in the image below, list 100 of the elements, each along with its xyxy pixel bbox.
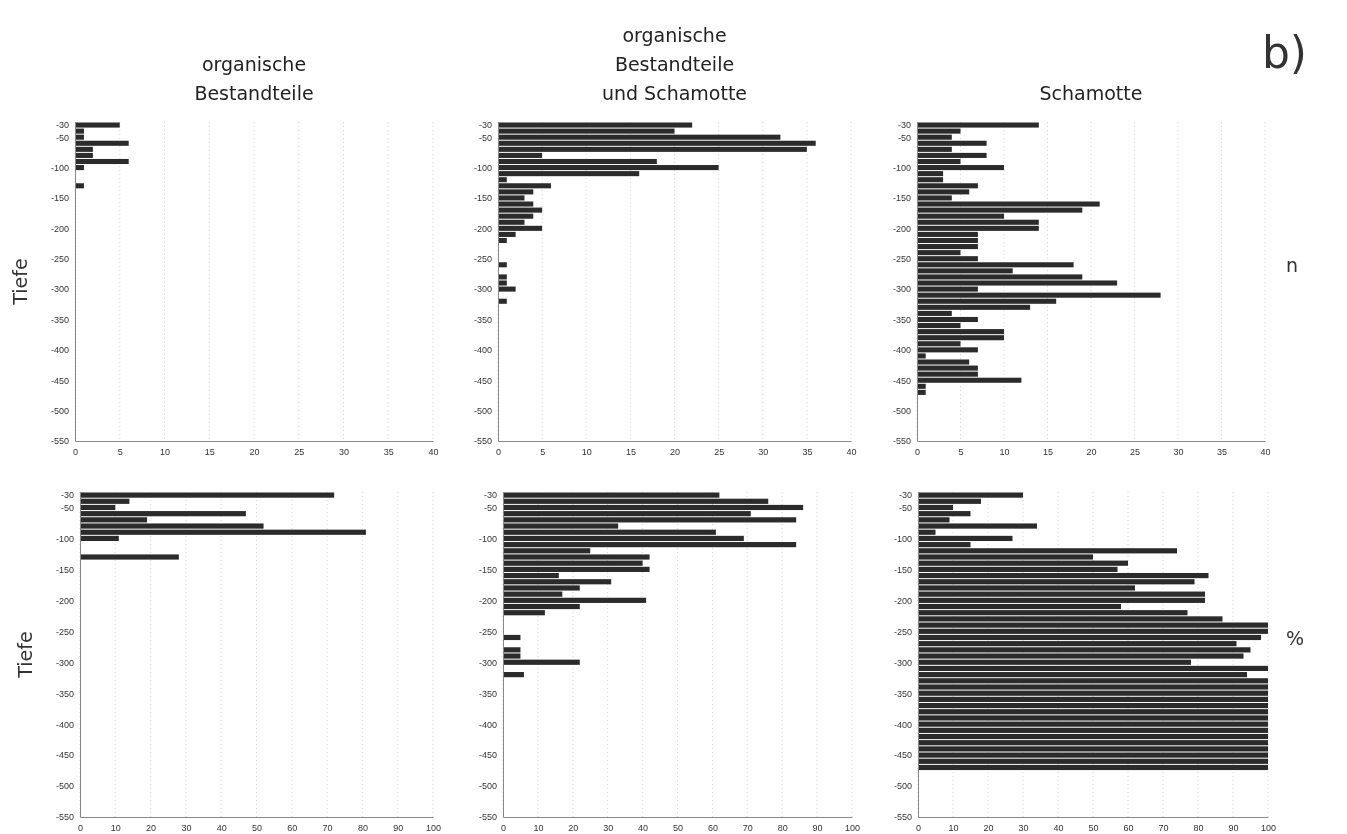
x-tick-label: 0 <box>914 447 921 458</box>
x-tick-label: 10 <box>110 823 121 834</box>
x-tick-label: 100 <box>425 823 442 834</box>
x-tick-label: 30 <box>603 823 614 834</box>
y-tick-label: -250 <box>50 254 69 265</box>
y-tick-label: -200 <box>55 595 74 606</box>
y-tick-label: -350 <box>478 688 497 699</box>
y-tick-label: -300 <box>892 284 911 295</box>
x-tick-label: 10 <box>159 447 171 458</box>
y-tick-label: -500 <box>473 406 492 416</box>
x-tick-label: 100 <box>844 823 861 834</box>
text: b) <box>1261 27 1307 78</box>
x-tick-label: 30 <box>1173 447 1184 458</box>
x-tick-label: 80 <box>777 823 788 834</box>
y-tick-label: -450 <box>892 375 911 386</box>
x-tick-label: 90 <box>1228 823 1239 834</box>
y-tick-label: -100 <box>50 162 69 173</box>
x-tick-label: 35 <box>1216 447 1228 458</box>
x-tick-label: 30 <box>758 447 769 458</box>
y-tick-label: -250 <box>478 626 497 637</box>
y-tick-label: -350 <box>892 314 911 325</box>
y-tick-label: -350 <box>55 688 74 699</box>
y-tick-label: -50 <box>898 502 912 513</box>
x-tick-label: 10 <box>948 823 959 834</box>
y-tick-label: -150 <box>50 193 69 204</box>
y-tick-label: -100 <box>892 162 911 173</box>
y-tick-label: -50 <box>483 502 497 513</box>
bar <box>80 554 179 560</box>
x-tick-label: 80 <box>357 823 368 834</box>
x-tick-label: 40 <box>638 823 649 834</box>
x-tick-label: 40 <box>1260 447 1271 458</box>
x-tick-label: 20 <box>568 823 579 834</box>
y-tick-label: -30 <box>478 120 492 131</box>
y-tick-label: -400 <box>893 719 912 730</box>
y-tick-label: -150 <box>473 193 492 204</box>
x-tick-label: 5 <box>958 447 964 458</box>
y-tick-label: -150 <box>893 564 912 575</box>
x-tick-label: 35 <box>802 447 813 458</box>
x-tick-label: 25 <box>714 447 725 458</box>
y-tick-label: -50 <box>478 132 492 143</box>
y-tick-label: -500 <box>893 781 912 792</box>
x-tick-label: 90 <box>393 823 404 834</box>
y-tick-label: -200 <box>893 595 912 606</box>
y-tick-label: -30 <box>897 120 911 131</box>
y-tick-label: -400 <box>892 345 911 356</box>
x-tick-label: 20 <box>249 447 260 458</box>
x-tick-label: 50 <box>1088 823 1099 834</box>
x-tick-label: 30 <box>181 823 192 834</box>
y-tick-label: -300 <box>50 284 69 295</box>
y-tick-label: -450 <box>473 375 492 386</box>
y-tick-label: -550 <box>478 812 497 823</box>
y2-axis-title: % <box>1285 626 1305 649</box>
x-tick-label: 60 <box>287 823 298 834</box>
y-tick-label: -30 <box>60 490 74 501</box>
y-tick-label: -400 <box>473 345 492 356</box>
x-tick-label: 40 <box>1053 823 1064 834</box>
x-tick-label: 5 <box>540 447 546 458</box>
y-tick-label: -450 <box>50 375 69 386</box>
y-tick-label: -400 <box>50 345 69 356</box>
x-tick-label: 0 <box>72 447 79 458</box>
y-tick-label: -200 <box>473 223 492 234</box>
y-tick-label: -500 <box>55 781 74 792</box>
x-tick-label: 35 <box>383 447 394 458</box>
y-tick-label: -300 <box>893 657 912 668</box>
x-tick-label: 15 <box>204 447 215 458</box>
y-tick-label: -450 <box>55 750 74 761</box>
y-tick-label: -500 <box>892 406 911 416</box>
y-tick-label: -50 <box>55 132 69 143</box>
chart-title: Schamotte <box>1039 82 1143 104</box>
y-tick-label: -50 <box>897 132 911 143</box>
y-tick-label: -30 <box>898 490 912 501</box>
y-tick-label: -250 <box>55 626 74 637</box>
x-tick-label: 100 <box>1260 823 1277 834</box>
x-tick-label: 0 <box>915 823 922 834</box>
x-tick-label: 20 <box>146 823 157 834</box>
y-tick-label: -550 <box>892 436 911 447</box>
bar <box>503 672 524 678</box>
x-tick-label: 20 <box>669 447 681 458</box>
x-tick-label: 20 <box>983 823 994 834</box>
y-tick-label: -150 <box>478 564 497 575</box>
y-tick-label: -400 <box>478 719 497 730</box>
x-tick-label: 70 <box>742 823 753 834</box>
y-tick-label: -100 <box>473 162 492 173</box>
x-tick-label: 50 <box>251 823 263 834</box>
y-tick-label: -30 <box>55 120 69 131</box>
x-tick-label: 0 <box>77 823 84 834</box>
x-tick-label: 10 <box>581 447 592 458</box>
y-tick-label: -550 <box>893 812 912 823</box>
y-tick-label: -400 <box>55 719 74 730</box>
x-tick-label: 0 <box>500 823 507 834</box>
y-tick-label: -30 <box>483 490 497 501</box>
y-tick-label: -150 <box>892 193 911 204</box>
chart-title: organische Bestandteile und Schamotte <box>601 24 748 104</box>
x-tick-label: 30 <box>338 447 350 458</box>
y-tick-label: -200 <box>892 223 911 234</box>
x-tick-label: 70 <box>1158 823 1169 834</box>
x-tick-label: 5 <box>117 447 123 458</box>
x-tick-label: 15 <box>625 447 636 458</box>
y-tick-label: -500 <box>50 406 69 416</box>
y-tick-label: -150 <box>55 564 74 575</box>
